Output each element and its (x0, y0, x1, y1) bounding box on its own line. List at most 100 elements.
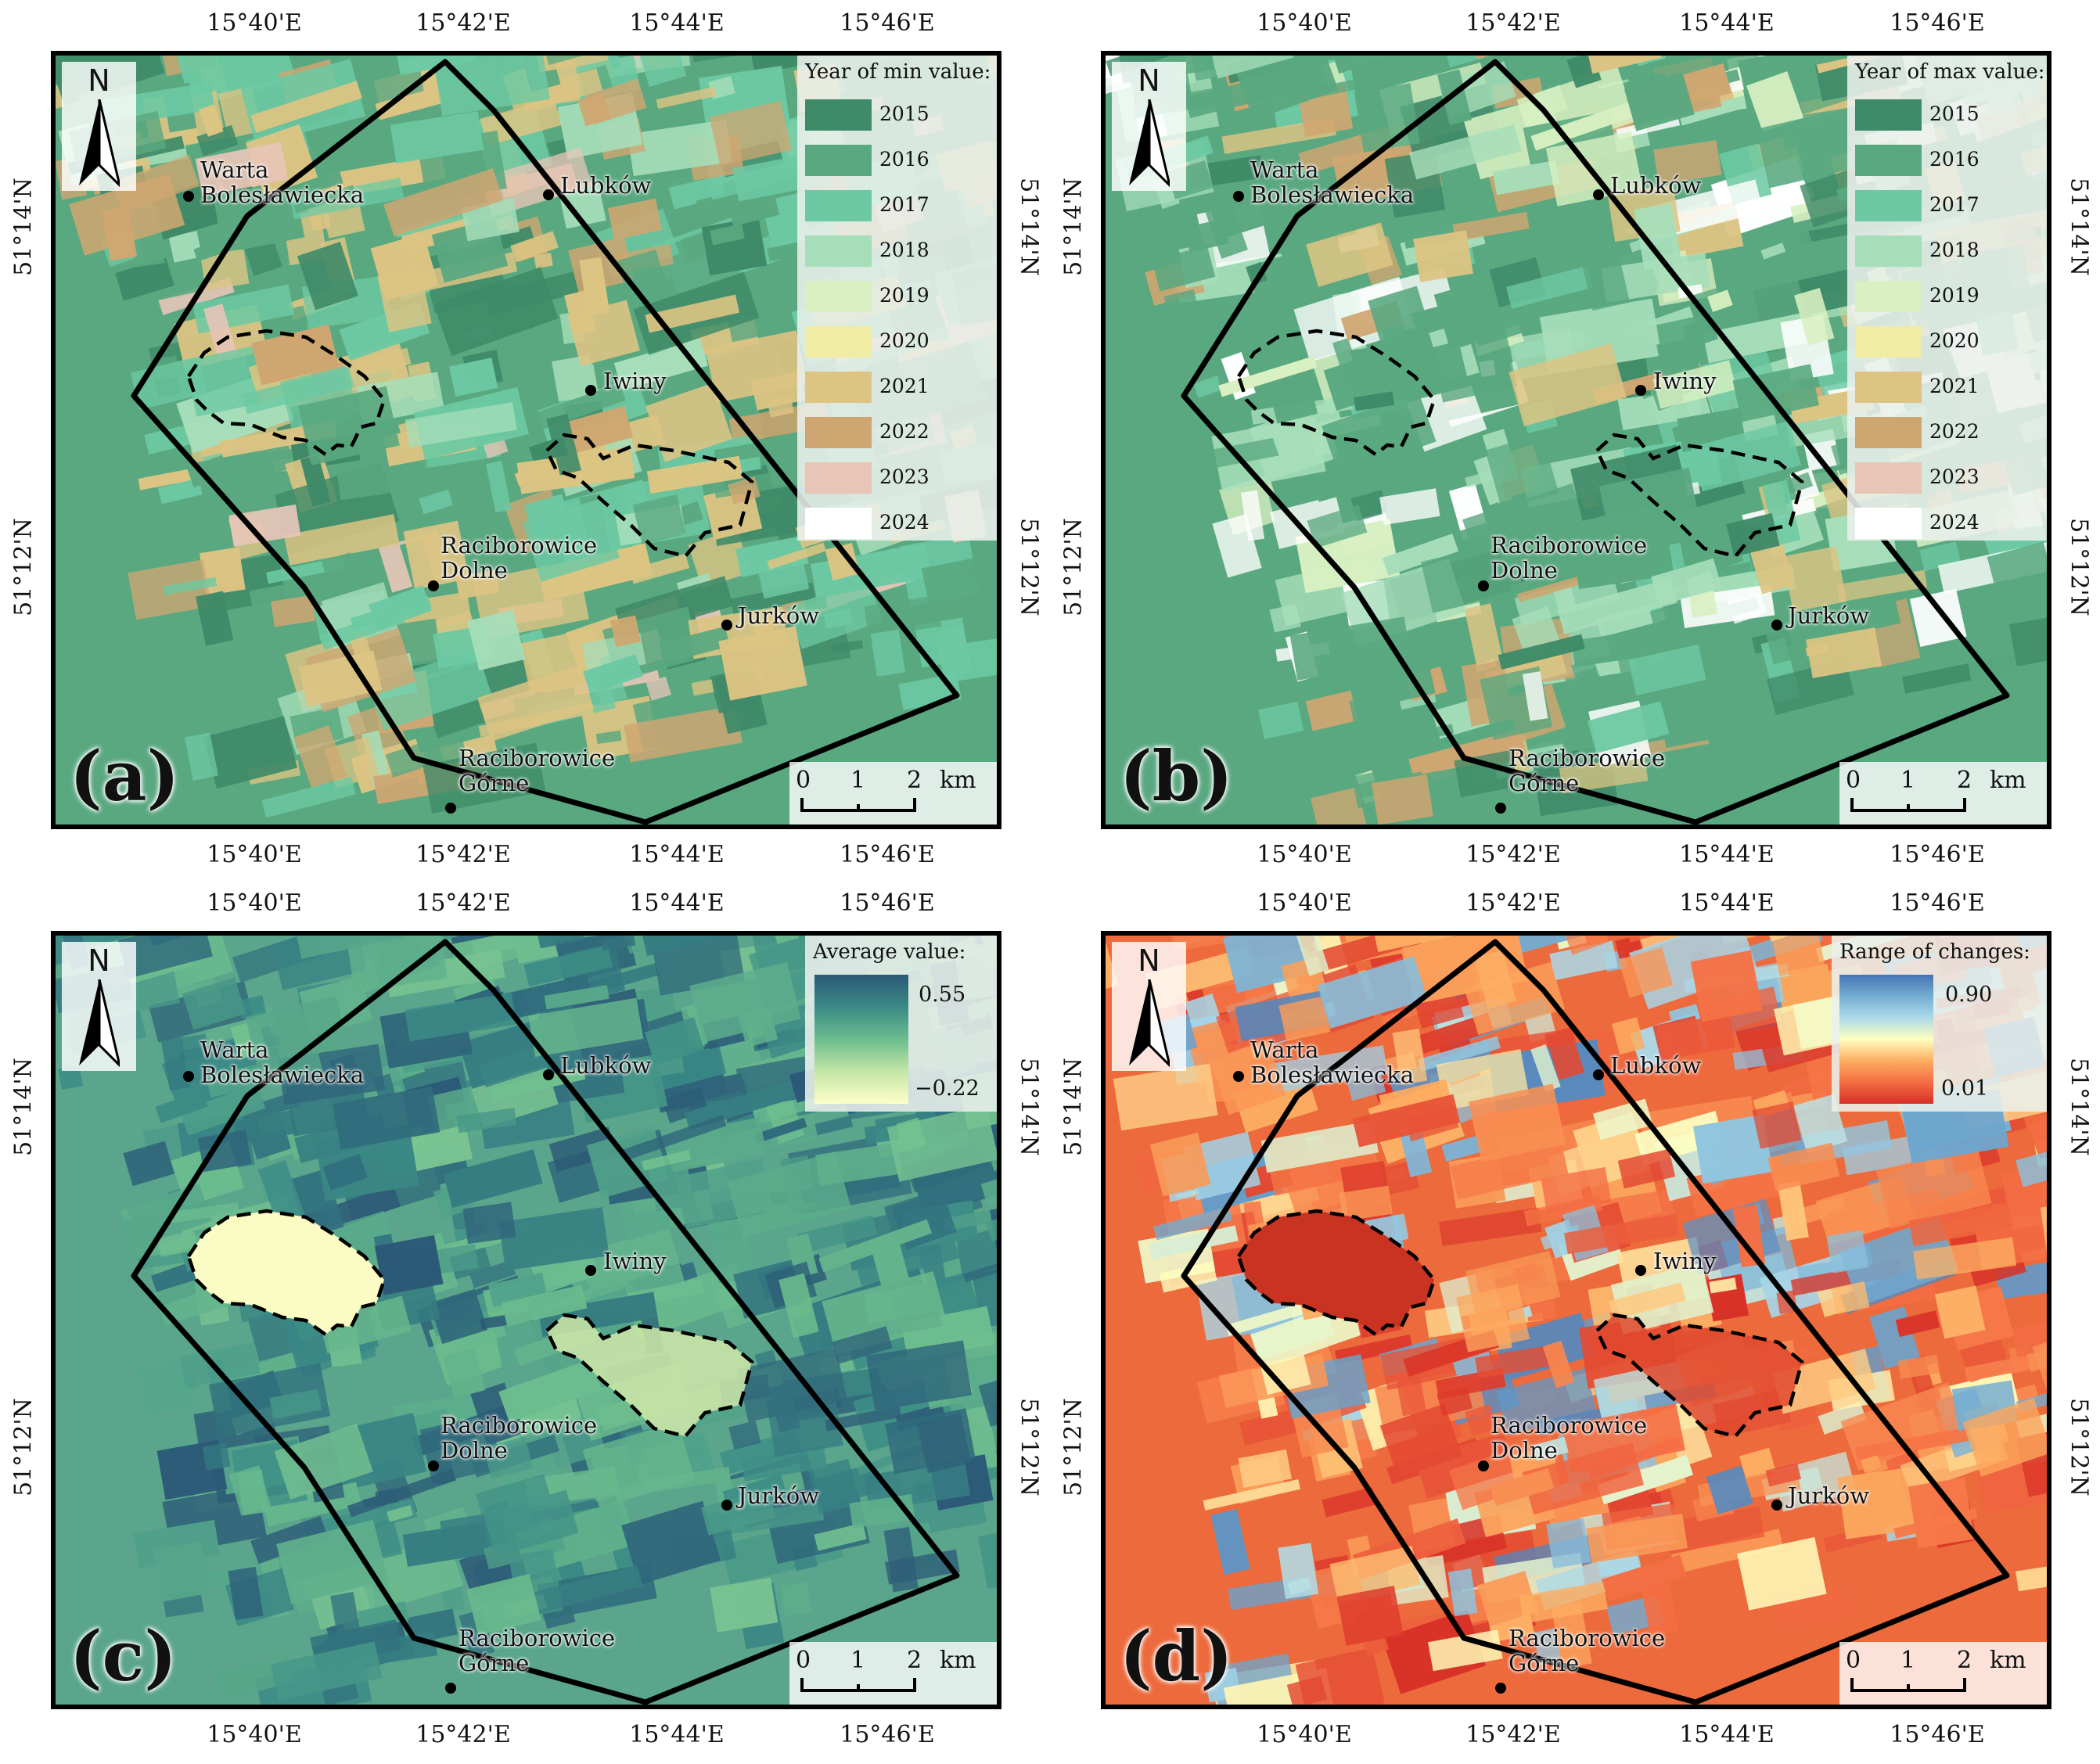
place-name-line: Lubków (1610, 172, 1702, 199)
lat-tick-right: 51°12'N (1015, 518, 1043, 616)
place-name-line: Górne (1508, 770, 1580, 796)
scale-tick-label: 0 (1846, 1647, 1861, 1674)
legend-swatch (805, 508, 872, 539)
place-name-line: Górne (458, 1650, 530, 1676)
north-letter: N (1138, 63, 1160, 98)
place-name-line: Bolesławiecka (1250, 1062, 1415, 1088)
study-area-boundary (1181, 59, 2010, 825)
place-marker (428, 1460, 439, 1471)
legend-gradient (1839, 975, 1933, 1104)
place-marker (183, 1071, 194, 1082)
scale-tick-label: 2 (1957, 1647, 1972, 1674)
legend-swatch (805, 281, 872, 312)
lat-tick-left: 51°14'N (1059, 178, 1088, 276)
north-letter: N (1138, 943, 1160, 978)
dashed-zone-east (1595, 433, 1804, 559)
scale-tick-label: 2 (907, 767, 922, 794)
place-name-line: Raciborowice (1490, 1412, 1648, 1439)
map-frame: Warta Bolesławiecka Lubków Iwiny Racibor… (1101, 51, 2051, 829)
lon-tick-bottom: 15°44'E (1679, 1721, 1775, 1748)
legend-swatch (1855, 462, 1922, 494)
legend-swatch (1855, 145, 1922, 176)
place-name-line: Iwiny (603, 368, 667, 394)
place-name-line: Górne (1508, 1650, 1580, 1676)
place-label-raciborowice-gorne: Raciborowice Górne (1508, 745, 1665, 796)
place-name-line: Dolne (440, 1437, 508, 1464)
scale-tick-label: 0 (796, 1647, 811, 1674)
legend-title: Average value: (813, 940, 966, 964)
place-name-line: Bolesławiecka (1250, 181, 1415, 208)
scale-bar: 0 1 2 km (1839, 1642, 2047, 1705)
place-label-jurkow: Jurków (1788, 603, 1869, 628)
legend-min-label: −0.22 (915, 1076, 980, 1101)
place-marker (1478, 1460, 1489, 1471)
legend: Average value: 0.55 −0.22 (805, 936, 997, 1112)
scale-bar-line (800, 1678, 916, 1692)
place-marker (1495, 1683, 1506, 1694)
scale-bar-line (1850, 1678, 1966, 1692)
north-arrow: N (62, 942, 136, 1071)
scale-bar: 0 1 2 km (1839, 762, 2047, 825)
lon-tick-top: 15°40'E (207, 889, 302, 917)
lat-tick-right: 51°12'N (2065, 518, 2093, 616)
scale-unit: km (1990, 767, 2026, 794)
legend-swatch (805, 190, 872, 221)
panel-label: (c) (70, 1615, 177, 1697)
lon-tick-top: 15°44'E (1679, 9, 1775, 37)
place-marker (1478, 580, 1489, 591)
legend-min-label: 0.01 (1941, 1076, 1989, 1101)
place-name-line: Dolne (440, 557, 508, 584)
lon-tick-top: 15°46'E (1890, 9, 1985, 37)
place-marker (445, 1683, 456, 1694)
legend-label: 2018 (879, 239, 930, 261)
lon-tick-top: 15°46'E (840, 889, 935, 917)
place-name-line: Lubków (560, 172, 652, 199)
place-marker (1233, 191, 1244, 202)
place-name-line: Jurków (738, 602, 820, 629)
scale-bar: 0 1 2 km (789, 1642, 997, 1705)
panel-label: (a) (70, 735, 180, 817)
place-name-line: Jurków (1788, 602, 1870, 629)
north-arrow: N (62, 62, 136, 191)
place-label-lubkow: Lubków (560, 1053, 651, 1078)
map-frame: Warta Bolesławiecka Lubków Iwiny Racibor… (51, 931, 1001, 1709)
lat-tick-right: 51°14'N (2065, 1058, 2093, 1156)
lat-tick-left: 51°14'N (1059, 1058, 1088, 1156)
legend-swatch (1855, 372, 1922, 403)
legend-label: 2016 (879, 148, 930, 171)
legend-swatch (1855, 281, 1922, 312)
vector-overlay (131, 59, 960, 825)
north-arrow: N (1112, 942, 1186, 1071)
place-name-line: Raciborowice (440, 532, 598, 559)
north-letter: N (88, 63, 110, 98)
place-name-line: Raciborowice (1508, 1625, 1666, 1651)
north-arrow: N (1112, 62, 1186, 191)
lon-tick-bottom: 15°42'E (415, 841, 511, 868)
scale-tick-label: 1 (1900, 767, 1916, 794)
place-marker (721, 620, 732, 631)
scale-tick-label: 2 (907, 1647, 922, 1674)
lon-tick-bottom: 15°40'E (1257, 841, 1352, 868)
legend-swatch (1855, 235, 1922, 267)
place-name-line: Bolesławiecka (200, 181, 365, 208)
place-name-line: Raciborowice (458, 1625, 616, 1651)
place-label-lubkow: Lubków (1610, 173, 1701, 198)
legend-swatch (1855, 508, 1922, 539)
place-label-iwiny: Iwiny (1653, 368, 1717, 393)
legend-max-label: 0.55 (919, 983, 966, 1007)
legend-label: 2020 (1929, 329, 1980, 352)
legend-label: 2015 (1929, 102, 1980, 125)
scale-tick-label: 0 (796, 767, 811, 794)
legend-gradient (814, 975, 908, 1104)
lat-tick-left: 51°12'N (1059, 1398, 1088, 1496)
lat-tick-right: 51°12'N (1015, 1398, 1043, 1496)
legend: Year of min value: 2015 2016 2017 2018 2019 2… (797, 56, 997, 541)
place-name-line: Iwiny (603, 1248, 667, 1274)
lon-tick-bottom: 15°42'E (1465, 1721, 1561, 1748)
scale-tick-label: 1 (1900, 1647, 1916, 1674)
legend-swatch (1855, 417, 1922, 448)
place-name-line: Iwiny (1653, 1248, 1717, 1274)
lon-tick-bottom: 15°46'E (1890, 841, 1985, 868)
dashed-zone-west (186, 1209, 387, 1337)
legend-swatch (1855, 190, 1922, 221)
